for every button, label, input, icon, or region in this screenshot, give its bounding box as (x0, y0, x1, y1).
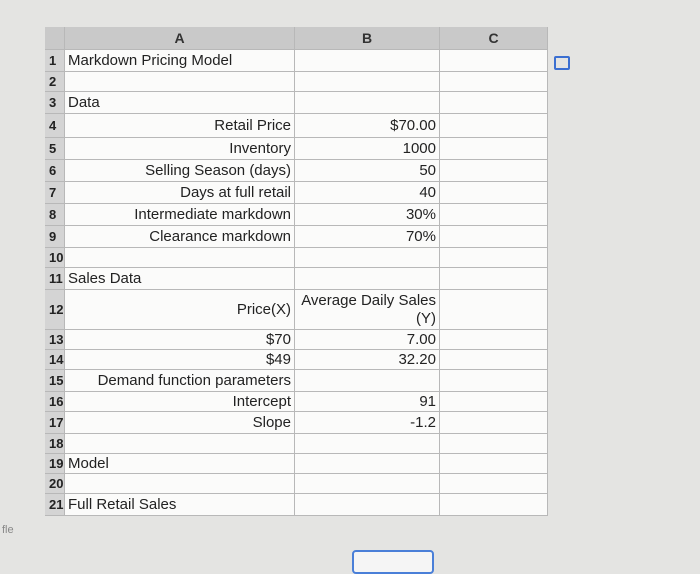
cell (295, 494, 440, 516)
cell: -1.2 (295, 412, 440, 434)
cell: Average Daily Sales (Y) (295, 290, 440, 330)
cell (65, 434, 295, 454)
cell: Slope (65, 412, 295, 434)
cell (65, 72, 295, 92)
screenshot: A B C 1 Markdown Pricing Model 2 3 Data 4 Retail … (2, 27, 570, 574)
button[interactable] (352, 550, 434, 574)
cell: 50 (295, 160, 440, 182)
cell: Inventory (65, 138, 295, 160)
cell (440, 434, 548, 454)
column-header: A (65, 27, 295, 50)
row-number: 3 (45, 92, 65, 114)
cell: 30% (295, 204, 440, 226)
sheet-icon[interactable] (554, 56, 570, 70)
cell (440, 182, 548, 204)
cell (440, 72, 548, 92)
cell (440, 138, 548, 160)
row-number: 21 (45, 494, 65, 516)
cell (65, 248, 295, 268)
row-number: 5 (45, 138, 65, 160)
row-number: 20 (45, 474, 65, 494)
cell: Sales Data (65, 268, 295, 290)
cell: Data (65, 92, 295, 114)
row-number: 2 (45, 72, 65, 92)
column-header: C (440, 27, 548, 50)
cell: 7.00 (295, 330, 440, 350)
cell: Model (65, 454, 295, 474)
cell (295, 50, 440, 72)
row-number: 18 (45, 434, 65, 454)
cell: 91 (295, 392, 440, 412)
cell: 40 (295, 182, 440, 204)
cell: $70.00 (295, 114, 440, 138)
row-number: 7 (45, 182, 65, 204)
cell (440, 160, 548, 182)
cell: Selling Season (days) (65, 160, 295, 182)
row-number: 1 (45, 50, 65, 72)
cell (440, 350, 548, 370)
cell (295, 268, 440, 290)
cell (440, 50, 548, 72)
cell: 1000 (295, 138, 440, 160)
row-number: 15 (45, 370, 65, 392)
cell (440, 268, 548, 290)
cell: Price(X) (65, 290, 295, 330)
row-number: 9 (45, 226, 65, 248)
cell (295, 248, 440, 268)
cell (440, 248, 548, 268)
cell (440, 114, 548, 138)
spreadsheet: A B C 1 Markdown Pricing Model 2 3 Data 4 Retail … (45, 27, 548, 516)
cell (295, 434, 440, 454)
row-number: 14 (45, 350, 65, 370)
cell (440, 330, 548, 350)
row-number: 11 (45, 268, 65, 290)
cell: Retail Price (65, 114, 295, 138)
cell (295, 72, 440, 92)
cell: $70 (65, 330, 295, 350)
row-number: 13 (45, 330, 65, 350)
cell: Clearance markdown (65, 226, 295, 248)
row-number: 16 (45, 392, 65, 412)
cell: Days at full retail (65, 182, 295, 204)
corner (45, 27, 65, 50)
cell (440, 204, 548, 226)
row-number: 10 (45, 248, 65, 268)
row-number: 17 (45, 412, 65, 434)
cell (440, 392, 548, 412)
cell (65, 474, 295, 494)
cell (295, 370, 440, 392)
row-number: 8 (45, 204, 65, 226)
side-text: fle (2, 524, 14, 536)
cell (295, 92, 440, 114)
cell: Intercept (65, 392, 295, 412)
row-number: 12 (45, 290, 65, 330)
cell: 70% (295, 226, 440, 248)
cell (440, 226, 548, 248)
cell: Demand function parameters (65, 370, 295, 392)
cell (440, 370, 548, 392)
cell: Full Retail Sales (65, 494, 295, 516)
row-number: 19 (45, 454, 65, 474)
cell: 32.20 (295, 350, 440, 370)
cell (440, 494, 548, 516)
cell (440, 290, 548, 330)
cell: Markdown Pricing Model (65, 50, 295, 72)
cell (295, 454, 440, 474)
row-number: 6 (45, 160, 65, 182)
cell (440, 92, 548, 114)
cell (440, 454, 548, 474)
cell (440, 412, 548, 434)
column-header: B (295, 27, 440, 50)
row-number: 4 (45, 114, 65, 138)
cell (440, 474, 548, 494)
cell: Intermediate markdown (65, 204, 295, 226)
cell: $49 (65, 350, 295, 370)
cell (295, 474, 440, 494)
